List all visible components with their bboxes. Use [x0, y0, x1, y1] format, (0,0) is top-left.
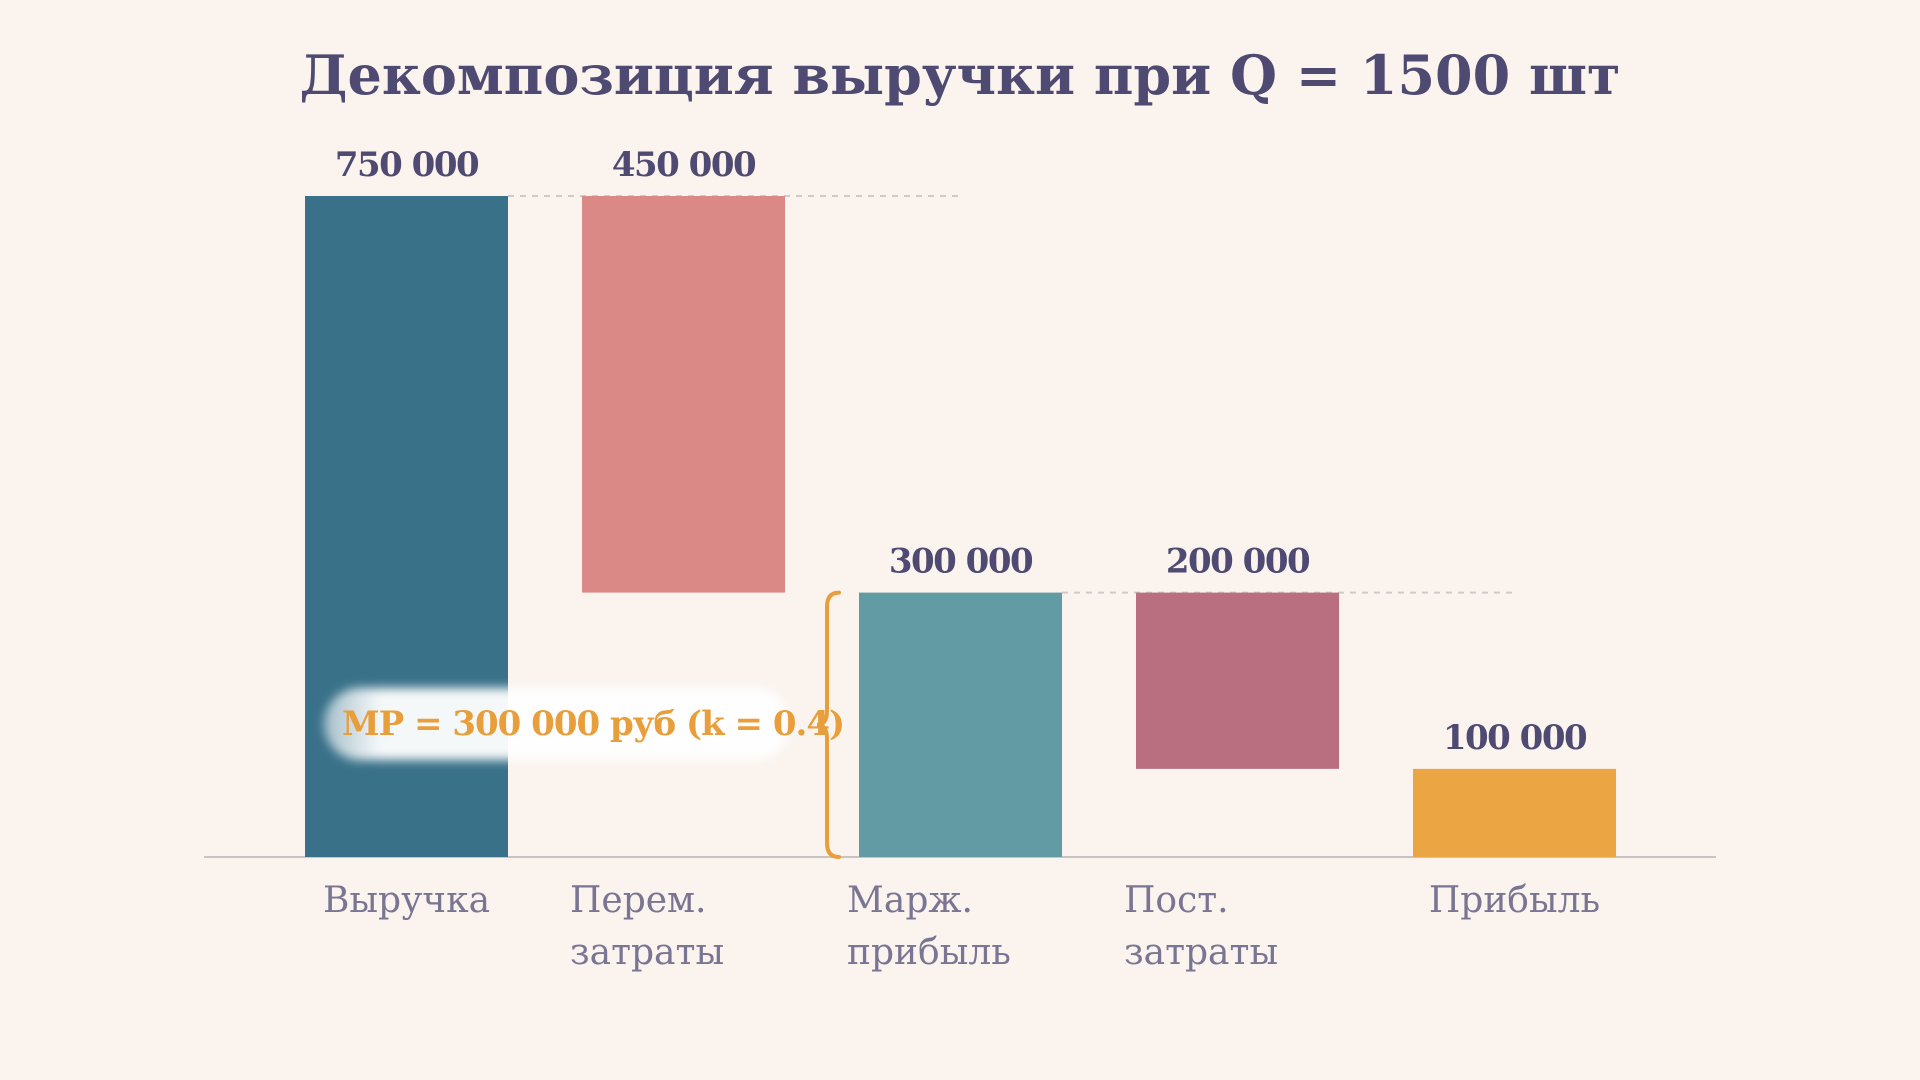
value-label-5: 100 000	[1443, 718, 1587, 758]
annotation-brace	[816, 590, 841, 859]
bar-2	[582, 196, 785, 593]
plot-area: 750 000 Выручка 450 000 Перем. затраты 300 00…	[204, 145, 1716, 973]
category-label-3-2: прибыль	[847, 932, 1011, 973]
value-label-1: 750 000	[335, 145, 479, 185]
category-label-5-1: Прибыль	[1429, 880, 1600, 921]
category-label-2-2: затраты	[570, 932, 724, 973]
bar-4	[1136, 592, 1339, 769]
value-label-2: 450 000	[612, 145, 756, 185]
annotation-label: МР = 300 000 руб (k = 0.4)	[342, 704, 844, 744]
value-label-3: 300 000	[889, 542, 1033, 582]
category-label-1-1: Выручка	[323, 880, 490, 921]
category-label-2-1: Перем.	[570, 880, 707, 921]
chart-title: Декомпозиция выручки при Q = 1500 шт	[300, 43, 1621, 107]
category-label-3-1: Марж.	[847, 880, 973, 921]
annotation-label-background	[324, 688, 790, 760]
category-label-4-1: Пост.	[1124, 880, 1229, 921]
bar-5	[1413, 768, 1616, 857]
category-label-4-2: затраты	[1124, 932, 1278, 973]
bar-3	[859, 592, 1062, 857]
value-label-4: 200 000	[1166, 542, 1310, 582]
